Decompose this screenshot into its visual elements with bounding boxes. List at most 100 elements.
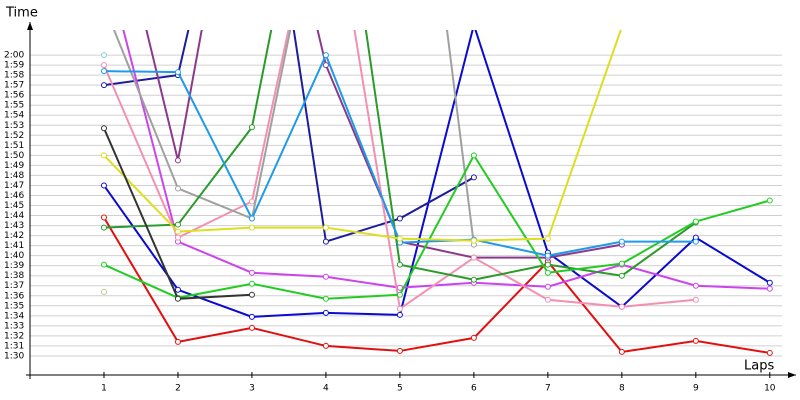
data-point	[396, 215, 403, 222]
x-tick-label: 2	[175, 384, 181, 394]
x-tick-label: 9	[693, 384, 699, 394]
data-point	[692, 296, 699, 303]
data-point	[248, 224, 255, 231]
y-tick-label: 1:43	[4, 221, 24, 231]
data-point	[396, 347, 403, 354]
data-point	[100, 82, 107, 89]
data-point	[322, 238, 329, 245]
y-tick-label: 1:56	[4, 91, 24, 101]
data-point	[544, 261, 551, 268]
data-point	[100, 224, 107, 231]
data-point	[100, 152, 107, 159]
data-point	[619, 24, 624, 29]
data-point	[174, 234, 181, 241]
series-line	[103, 30, 771, 318]
data-point	[101, 2, 106, 7]
data-point	[470, 152, 477, 159]
y-tick-label: 1:49	[4, 161, 24, 171]
data-point	[322, 273, 329, 280]
y-tick-label: 1:50	[4, 151, 24, 161]
y-tick-label: 1:51	[4, 141, 24, 151]
data-point	[396, 311, 403, 318]
data-point	[692, 282, 699, 289]
data-point	[100, 288, 107, 295]
data-point	[100, 62, 107, 69]
series-line	[122, 30, 770, 290]
data-point	[248, 324, 255, 331]
data-point	[248, 215, 255, 222]
x-tick-label: 1	[101, 384, 107, 394]
data-point	[618, 348, 625, 355]
x-tick-label: 10	[764, 384, 776, 394]
data-point	[471, 22, 476, 27]
y-tick-label: 2:00	[4, 51, 24, 61]
data-point	[248, 124, 255, 131]
plot-area	[100, 2, 773, 356]
series-line	[103, 30, 622, 242]
data-point	[100, 68, 107, 75]
y-tick-label: 1:38	[4, 271, 24, 281]
data-point	[470, 237, 477, 244]
y-tick-label: 1:57	[4, 81, 24, 91]
data-point	[248, 291, 255, 298]
x-tick-label: 6	[471, 384, 477, 394]
y-axis-arrow	[27, 22, 33, 30]
data-point	[544, 252, 551, 259]
data-point	[322, 52, 329, 59]
x-tick-label: 4	[323, 384, 329, 394]
y-tick-label: 1:46	[4, 191, 24, 201]
data-point	[248, 313, 255, 320]
data-point	[618, 260, 625, 267]
data-point	[174, 286, 181, 293]
data-point	[174, 185, 181, 192]
data-point	[544, 269, 551, 276]
data-point	[766, 285, 773, 292]
data-point	[248, 269, 255, 276]
data-point	[248, 280, 255, 287]
y-tick-label: 1:52	[4, 131, 24, 141]
data-point	[322, 295, 329, 302]
series-line	[113, 30, 475, 245]
y-tick-label: 1:54	[4, 111, 24, 121]
y-axis-label: Time	[5, 6, 38, 21]
data-point	[618, 272, 625, 279]
series-line	[103, 153, 771, 300]
data-point	[174, 228, 181, 235]
data-point	[248, 198, 255, 205]
y-tick-label: 1:30	[4, 351, 24, 361]
series-line	[103, 30, 475, 243]
y-tick-label: 1:36	[4, 291, 24, 301]
data-point	[618, 303, 625, 310]
data-point	[396, 261, 403, 268]
y-tick-label: 1:37	[4, 281, 24, 291]
y-tick-label: 1:45	[4, 201, 24, 211]
data-point	[322, 62, 329, 69]
x-axis-arrow	[788, 372, 796, 378]
data-point	[100, 261, 107, 268]
data-point	[692, 238, 699, 245]
data-point	[100, 125, 107, 132]
y-tick-label: 1:35	[4, 301, 24, 311]
y-tick-label: 1:39	[4, 261, 24, 271]
data-point	[396, 305, 403, 312]
data-point	[766, 349, 773, 356]
data-point	[322, 342, 329, 349]
data-point	[544, 235, 551, 242]
data-point	[544, 296, 551, 303]
data-point	[544, 283, 551, 290]
x-tick-label: 8	[619, 384, 625, 394]
y-tick-label: 1:53	[4, 121, 24, 131]
y-tick-label: 1:55	[4, 101, 24, 111]
x-axis-label: Laps	[744, 359, 774, 374]
y-tick-label: 1:34	[4, 311, 24, 321]
data-point	[174, 69, 181, 76]
data-point	[100, 214, 107, 221]
y-tick-label: 1:31	[4, 341, 24, 351]
series-line	[103, 127, 252, 300]
data-point	[470, 254, 477, 261]
data-point	[396, 235, 403, 242]
data-point	[322, 309, 329, 316]
data-point	[766, 279, 773, 286]
data-point	[470, 276, 477, 283]
data-point	[618, 238, 625, 245]
